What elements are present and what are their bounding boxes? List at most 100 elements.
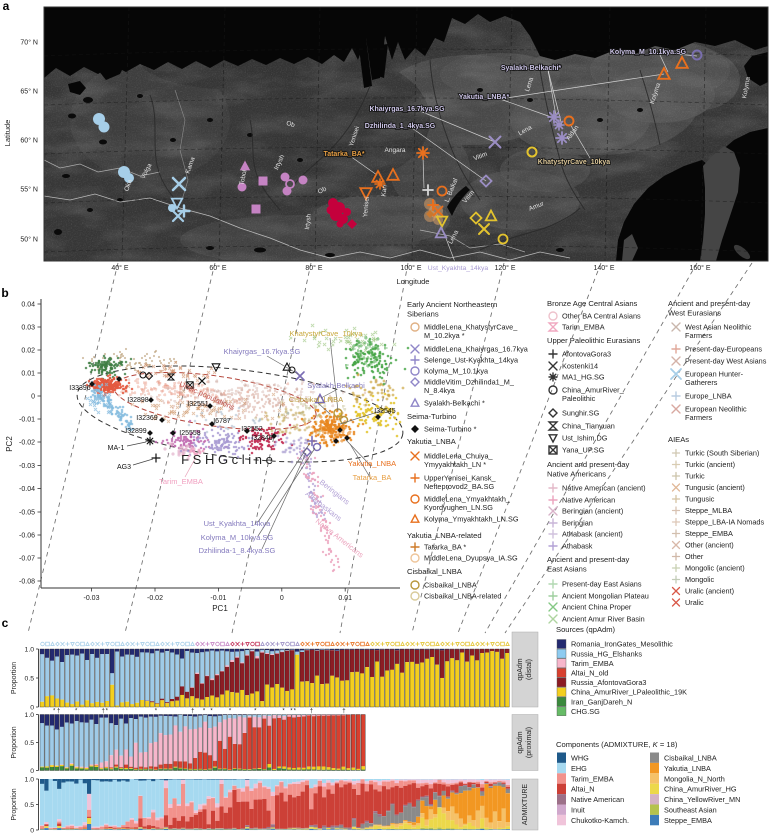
- svg-text:Yakutia_LNBA: Yakutia_LNBA: [348, 459, 396, 468]
- svg-text:-0.05: -0.05: [19, 510, 35, 517]
- svg-text:40° E: 40° E: [111, 264, 129, 272]
- svg-text:Chukotko-Kamch.: Chukotko-Kamch.: [571, 816, 629, 825]
- svg-text:Bronze Age Central Asians: Bronze Age Central Asians: [547, 299, 638, 308]
- svg-text:Inuit: Inuit: [571, 806, 585, 815]
- svg-text:Selenge_Ust-Kyakhta_14kya: Selenge_Ust-Kyakhta_14kya: [424, 356, 519, 365]
- svg-text:Ust_Kyakhta_14kya: Ust_Kyakhta_14kya: [428, 265, 489, 272]
- svg-text:Tatarka_BA*: Tatarka_BA*: [323, 151, 364, 158]
- svg-text:F S H G c l i n e: F S H G c l i n e: [181, 452, 273, 467]
- svg-text:Tarim_EMBA: Tarim_EMBA: [159, 477, 203, 486]
- svg-text:WHG: WHG: [571, 754, 589, 763]
- svg-text:Romania_IronGates_Mesolithic: Romania_IronGates_Mesolithic: [571, 640, 673, 649]
- svg-text:Proportion: Proportion: [11, 662, 18, 694]
- svg-text:160° E: 160° E: [689, 264, 710, 272]
- svg-text:Cisbaikal_LNBA: Cisbaikal_LNBA: [407, 567, 463, 576]
- svg-text:Iran_GanjDareh_N: Iran_GanjDareh_N: [571, 697, 632, 706]
- svg-text:Syalakh-Belkachi: Syalakh-Belkachi: [307, 381, 365, 390]
- svg-text:1.0: 1.0: [25, 777, 35, 784]
- svg-text:I32545: I32545: [374, 408, 396, 415]
- svg-text:qpAdm: qpAdm: [517, 731, 524, 753]
- svg-text:Kan: Kan: [380, 184, 388, 197]
- svg-text:0: 0: [30, 828, 34, 835]
- svg-text:Ancient and present-day: Ancient and present-day: [668, 299, 751, 308]
- svg-text:MiddleLena_Khaiyrgas_16.7kya: MiddleLena_Khaiyrgas_16.7kya: [424, 345, 529, 354]
- svg-text:Southeast Asian: Southeast Asian: [664, 806, 717, 815]
- svg-text:†: †: [310, 709, 313, 715]
- svg-text:(distal): (distal): [526, 659, 533, 680]
- svg-text:MA-1: MA-1: [108, 445, 125, 452]
- svg-text:Sunghir.SG: Sunghir.SG: [562, 409, 600, 418]
- svg-text:Cisbaikal_LNBA: Cisbaikal_LNBA: [424, 581, 477, 590]
- svg-text:Dzhilinda_1_4kya.SG: Dzhilinda_1_4kya.SG: [365, 123, 436, 130]
- svg-text:Athabask: Athabask: [562, 542, 593, 551]
- svg-text:Russia_AfontovaGora3: Russia_AfontovaGora3: [571, 678, 646, 687]
- svg-text:Steppe_EMBA: Steppe_EMBA: [664, 816, 712, 825]
- svg-text:Altai_N_old: Altai_N_old: [571, 669, 608, 678]
- svg-text:†: †: [102, 709, 105, 715]
- svg-text:Yakutia_LNBA: Yakutia_LNBA: [664, 764, 711, 773]
- svg-text:0.5: 0.5: [25, 676, 35, 683]
- svg-text:Beringian: Beringian: [562, 519, 593, 528]
- svg-text:Longitude: Longitude: [397, 277, 430, 286]
- svg-text:60° E: 60° E: [209, 264, 227, 272]
- svg-text:qpAdm: qpAdm: [517, 658, 524, 680]
- svg-text:50° N: 50° N: [20, 236, 38, 244]
- svg-text:-0.06: -0.06: [19, 533, 35, 540]
- svg-text:Yakutia_LNBA: Yakutia_LNBA: [407, 437, 457, 446]
- svg-text:Kolyma_M_10.1kya: Kolyma_M_10.1kya: [424, 367, 489, 376]
- svg-text:Kolyma_Ymyakhtakh_LN.SG: Kolyma_Ymyakhtakh_LN.SG: [424, 515, 519, 524]
- svg-text:Altai_N: Altai_N: [571, 785, 595, 794]
- svg-text:120° E: 120° E: [494, 264, 515, 272]
- svg-text:Tarim_EMBA: Tarim_EMBA: [571, 774, 614, 783]
- svg-text:Mongolic: Mongolic: [685, 575, 715, 584]
- svg-text:Europe_LNBA: Europe_LNBA: [685, 392, 732, 401]
- svg-text:Proportion: Proportion: [11, 788, 18, 820]
- svg-text:Paleolithic: Paleolithic: [562, 394, 596, 403]
- svg-text:Ancient and present-day: Ancient and present-day: [547, 555, 630, 564]
- svg-text:Yakutia_LNBA-related: Yakutia_LNBA-related: [407, 531, 482, 540]
- svg-text:0.04: 0.04: [21, 302, 35, 309]
- svg-text:Farmers: Farmers: [685, 413, 713, 422]
- svg-text:c: c: [2, 616, 9, 630]
- svg-text:-0.04: -0.04: [19, 486, 35, 493]
- svg-text:Dzhilinda-1_8.4kya.SG: Dzhilinda-1_8.4kya.SG: [199, 546, 276, 555]
- svg-text:China_AmurRiver_HG: China_AmurRiver_HG: [664, 785, 737, 794]
- svg-text:-0.02: -0.02: [147, 595, 163, 602]
- svg-text:Mongolic (ancient): Mongolic (ancient): [685, 564, 745, 573]
- svg-text:Kyordyughen_LN.SG: Kyordyughen_LN.SG: [424, 503, 493, 512]
- svg-text:KhatystyrCave_10kya: KhatystyrCave_10kya: [538, 159, 610, 166]
- svg-text:Uralic (ancient): Uralic (ancient): [685, 587, 734, 596]
- svg-text:Tatarka_BA *: Tatarka_BA *: [424, 543, 466, 552]
- svg-text:-0.01: -0.01: [19, 417, 35, 424]
- svg-text:West Eurasians: West Eurasians: [668, 308, 721, 317]
- svg-text:Ancient China Proper: Ancient China Proper: [562, 603, 632, 612]
- svg-text:0.03: 0.03: [21, 325, 35, 332]
- svg-text:ADMIXTURE: ADMIXTURE: [522, 784, 529, 826]
- svg-text:-0.02: -0.02: [19, 440, 35, 447]
- svg-text:Early Ancient Northeastern: Early Ancient Northeastern: [407, 300, 497, 309]
- svg-text:Sources (qpAdm): Sources (qpAdm): [556, 625, 616, 634]
- svg-text:140° E: 140° E: [593, 264, 614, 272]
- svg-text:Turkic: Turkic: [685, 472, 705, 481]
- svg-text:Ancient Amur River Basin: Ancient Amur River Basin: [562, 615, 645, 624]
- svg-text:Present-day East Asians: Present-day East Asians: [562, 580, 642, 589]
- svg-text:Native American: Native American: [562, 496, 615, 505]
- svg-text:b: b: [1, 286, 8, 300]
- svg-text:MA1_HG.SG: MA1_HG.SG: [562, 373, 605, 382]
- svg-text:1.0: 1.0: [25, 712, 35, 719]
- svg-text:Ancient and present-day: Ancient and present-day: [547, 460, 630, 469]
- svg-text:0.5: 0.5: [25, 740, 35, 747]
- svg-text:M_10.2kya *: M_10.2kya *: [424, 331, 465, 340]
- svg-text:Tungusic: Tungusic: [685, 495, 715, 504]
- svg-text:I32552: I32552: [241, 426, 263, 433]
- svg-text:China_Tianyuan: China_Tianyuan: [562, 422, 615, 431]
- svg-text:Kolyma_M_10.1kya.SG: Kolyma_M_10.1kya.SG: [610, 49, 687, 56]
- svg-text:Turkic (ancient): Turkic (ancient): [685, 460, 735, 469]
- svg-text:-0.08: -0.08: [19, 579, 35, 586]
- svg-text:Khaiyrgas_16.7kya.SG: Khaiyrgas_16.7kya.SG: [224, 347, 301, 356]
- svg-text:I32898: I32898: [127, 397, 149, 404]
- svg-text:†: †: [57, 709, 60, 715]
- svg-text:70° N: 70° N: [20, 39, 38, 47]
- svg-text:0.01: 0.01: [21, 371, 35, 378]
- svg-text:Mongolia_N_North: Mongolia_N_North: [664, 774, 725, 783]
